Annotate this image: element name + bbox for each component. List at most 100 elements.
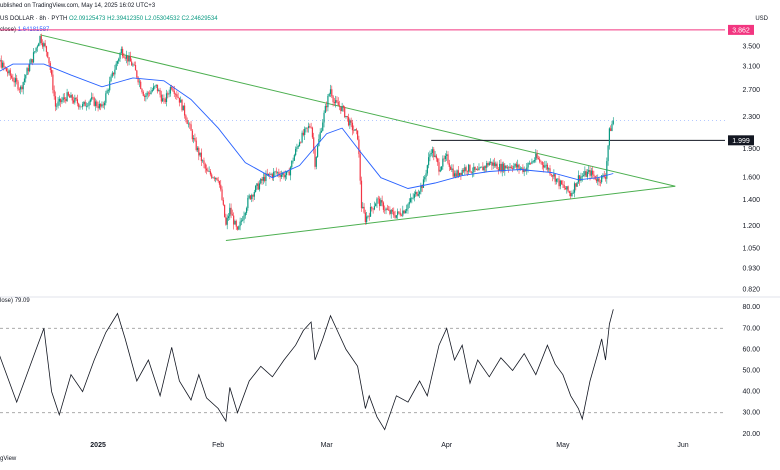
- candle-body: [244, 212, 246, 216]
- candle-body: [79, 106, 81, 108]
- candle-body: [287, 171, 289, 173]
- candle-body: [417, 194, 419, 196]
- candle-body: [577, 175, 580, 183]
- candle-body: [198, 147, 200, 156]
- candle-body: [8, 70, 10, 74]
- candle-body: [611, 123, 613, 131]
- candle-body: [65, 98, 67, 102]
- candle-body: [9, 70, 11, 76]
- candle-body: [435, 155, 437, 159]
- candle-body: [229, 207, 231, 217]
- candle-body: [131, 61, 133, 66]
- candle-body: [546, 164, 549, 170]
- candle-body: [495, 163, 497, 166]
- candle-body: [88, 101, 90, 106]
- candle-body: [332, 96, 334, 103]
- candle-body: [480, 166, 483, 168]
- candle-body: [122, 48, 124, 57]
- candle-body: [224, 204, 226, 217]
- candle-body: [81, 104, 84, 107]
- candle-body: [116, 61, 119, 64]
- candle-body: [554, 174, 556, 182]
- candle-body: [285, 171, 288, 176]
- candle-body: [253, 191, 255, 197]
- candle-body: [119, 53, 121, 59]
- candle-body: [18, 89, 20, 90]
- candle-body: [354, 129, 356, 131]
- candle-body: [341, 106, 343, 111]
- candle-body: [421, 185, 423, 188]
- candle-body: [582, 175, 585, 176]
- candle-body: [204, 164, 206, 169]
- candle-body: [437, 158, 439, 163]
- candle-body: [373, 206, 376, 210]
- price-tag-label: 1.999: [732, 138, 750, 145]
- candle-body: [173, 90, 175, 94]
- candle-body: [350, 120, 352, 123]
- candle-body: [497, 169, 499, 171]
- candle-body: [29, 63, 31, 72]
- candle-body: [249, 195, 252, 200]
- candle-body: [216, 177, 218, 180]
- candle-body: [595, 179, 598, 182]
- candle-body: [93, 97, 95, 106]
- candle-body: [164, 98, 166, 103]
- candle-body: [402, 210, 404, 216]
- symbol-ohlc-line: US DOLLAR · 8h · PYTH O2.09125473 H2.394…: [0, 16, 218, 22]
- candle-body: [209, 171, 212, 175]
- candle-body: [236, 226, 239, 230]
- candle-body: [418, 191, 421, 195]
- candle-body: [261, 178, 263, 181]
- candle-body: [453, 173, 456, 177]
- price-tick-label: 1.200: [742, 223, 760, 230]
- candle-body: [557, 178, 559, 180]
- candle-body: [355, 129, 357, 131]
- candle-body: [234, 220, 236, 225]
- candle-body: [420, 185, 422, 192]
- candle-body: [381, 200, 383, 203]
- candle-body: [32, 52, 35, 63]
- candle-body: [473, 166, 475, 173]
- candle-body: [211, 174, 213, 178]
- candle-body: [7, 71, 9, 74]
- candle-body: [63, 97, 66, 99]
- candle-body: [530, 163, 532, 164]
- candle-body: [256, 183, 258, 186]
- candle-body: [320, 130, 323, 133]
- candle-body: [327, 95, 329, 108]
- price-tick-label: 1.600: [742, 175, 760, 182]
- x-tick-label: Apr: [441, 442, 453, 449]
- candle-body: [70, 94, 72, 98]
- candle-body: [245, 208, 248, 213]
- candle-body: [313, 137, 315, 149]
- candle-body: [48, 57, 50, 64]
- rsi-tick-label: 30.00: [742, 410, 760, 417]
- candle-body: [363, 206, 365, 213]
- candle-body: [207, 170, 209, 172]
- candle-body: [127, 55, 129, 62]
- candle-body: [307, 126, 310, 128]
- candle-body: [200, 152, 202, 162]
- rsi-tick-label: 20.00: [742, 431, 760, 438]
- candle-body: [601, 175, 603, 183]
- candle-body: [333, 102, 335, 104]
- candle-body: [542, 164, 545, 168]
- candle-body: [146, 92, 148, 96]
- candle-body: [57, 101, 59, 106]
- candle-body: [133, 64, 135, 66]
- candle-body: [531, 161, 533, 164]
- candle-body: [389, 210, 391, 214]
- candle-body: [247, 197, 249, 209]
- symbol-name: US DOLLAR · 8h · PYTH: [0, 16, 68, 22]
- candle-body: [345, 115, 347, 118]
- candle-body: [4, 66, 6, 69]
- candle-body: [409, 198, 412, 202]
- candle-body: [185, 115, 187, 121]
- candle-body: [390, 209, 392, 214]
- candle-body: [403, 210, 405, 214]
- candle-body: [357, 130, 359, 140]
- candle-body: [566, 186, 568, 190]
- candle-body: [493, 162, 496, 166]
- candle-body: [96, 101, 98, 107]
